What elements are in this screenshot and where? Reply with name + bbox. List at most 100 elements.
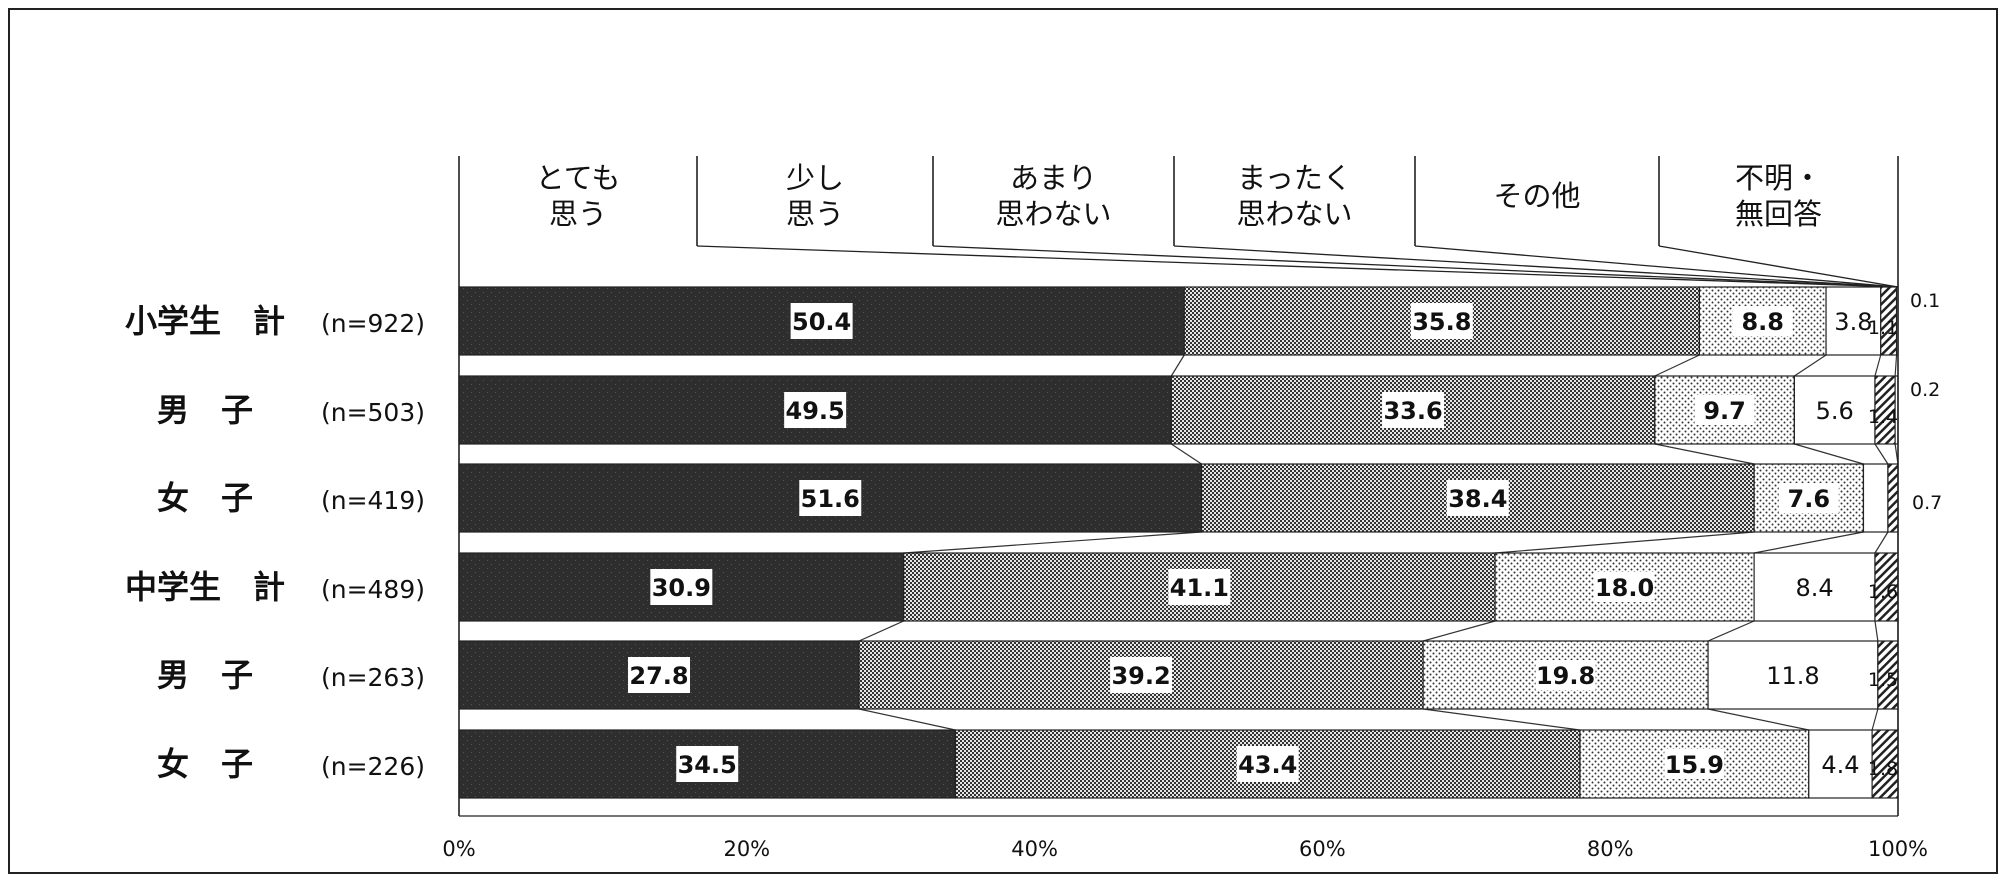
connector-line xyxy=(1753,531,1864,554)
legend-leader-line xyxy=(1414,245,1899,288)
legend-label: 思わない xyxy=(995,197,1111,231)
value-label-bg xyxy=(1168,569,1231,605)
bar-segment xyxy=(1579,729,1810,799)
connector-line xyxy=(858,708,956,731)
value-label: 27.8 xyxy=(629,662,688,690)
value-label-bg xyxy=(1664,749,1725,779)
legend-leader-line xyxy=(696,245,1899,288)
legend-leader-line xyxy=(1658,245,1899,288)
value-label-bg xyxy=(784,392,847,428)
category-n-label: (n=503) xyxy=(321,398,425,427)
value-label: 8.4 xyxy=(1795,574,1833,602)
connector-lines xyxy=(858,354,1899,731)
legend-leader-line xyxy=(932,245,1899,288)
legend-label: まったく xyxy=(1237,161,1352,195)
bar-segment xyxy=(1887,463,1899,533)
value-label: 39.2 xyxy=(1111,662,1170,690)
value-label-bg xyxy=(1778,483,1839,513)
value-label: 34.5 xyxy=(678,751,737,779)
category-n-label: (n=263) xyxy=(321,663,425,692)
outside-value-label: 0.1 xyxy=(1910,290,1940,312)
row-labels: 小学生 計 (n=922) 男 子 (n=503) 女 子 (n=419) 中学生 計 (n=… xyxy=(125,302,425,783)
value-label: 5.6 xyxy=(1816,397,1854,425)
connector-line xyxy=(1707,620,1755,642)
bar-segment xyxy=(1793,375,1876,445)
value-label-bg xyxy=(1594,572,1655,602)
value-label: 51.6 xyxy=(801,485,860,513)
connector-line xyxy=(1874,443,1889,465)
value-label-bg xyxy=(1732,306,1793,336)
value-label-bg xyxy=(1694,395,1755,425)
value-label: 38.4 xyxy=(1448,485,1507,513)
connector-line xyxy=(1874,531,1889,554)
category-n-label: (n=922) xyxy=(321,309,425,338)
bar-segment xyxy=(1825,286,1882,356)
legend-label: 思う xyxy=(549,197,607,231)
connector-line xyxy=(1170,354,1185,377)
connector-line xyxy=(1894,354,1898,377)
category-label: 男 子 xyxy=(157,391,253,429)
value-label-bg xyxy=(1535,660,1596,690)
x-tick-label: 20% xyxy=(723,837,770,861)
category-label: 小学生 計 xyxy=(125,302,285,340)
value-label: 41.1 xyxy=(1170,574,1229,602)
x-tick-label: 100% xyxy=(1868,837,1928,861)
legend-label: とても xyxy=(536,161,621,195)
connector-line xyxy=(1794,443,1864,465)
connector-line xyxy=(1170,443,1202,465)
value-label-bg xyxy=(676,746,739,782)
value-label: 50.4 xyxy=(792,308,851,336)
x-tick-label: 60% xyxy=(1299,837,1346,861)
value-label: 4.4 xyxy=(1821,751,1859,779)
chart-frame: とても 思う 少し 思う あまり 思わない まったく 思わない その他 不明・ 無回答 50.4 35… xyxy=(8,8,1998,874)
bar-segment xyxy=(1862,463,1889,533)
outside-value-label: 0.2 xyxy=(1910,379,1940,401)
value-label-bg xyxy=(628,657,691,693)
bar-segment xyxy=(1808,729,1873,799)
value-label: 18.0 xyxy=(1595,574,1654,602)
connector-line xyxy=(1422,620,1496,642)
value-label-bg xyxy=(1236,746,1299,782)
connector-line xyxy=(1874,620,1879,642)
legend-label: 思う xyxy=(786,197,844,231)
category-n-label: (n=489) xyxy=(321,575,425,604)
value-label-bg xyxy=(1382,392,1445,428)
value-label: 43.4 xyxy=(1238,751,1297,779)
value-label: 35.8 xyxy=(1412,308,1471,336)
outside-value-label: 1.5 xyxy=(1868,669,1898,691)
legend-label: その他 xyxy=(1493,179,1580,213)
category-label: 中学生 計 xyxy=(125,568,285,606)
x-axis: 0% 20% 40% 60% 80% 100% xyxy=(442,287,1928,861)
value-label-bg xyxy=(1110,657,1173,693)
legend-label: あまり xyxy=(1010,161,1097,195)
bar-segment xyxy=(1871,729,1899,799)
outside-value-label: 1.4 xyxy=(1868,406,1898,428)
bar-segment xyxy=(1707,640,1879,710)
category-label: 女 子 xyxy=(157,479,253,517)
outside-value-label: 1.1 xyxy=(1868,317,1898,339)
connector-line xyxy=(1871,708,1879,731)
connector-line xyxy=(903,531,1202,554)
connector-line xyxy=(1495,531,1755,554)
connector-line xyxy=(858,620,904,642)
value-label-bg xyxy=(790,303,853,339)
legend-label: 無回答 xyxy=(1735,197,1822,231)
x-tick-label: 40% xyxy=(1011,837,1058,861)
category-n-label: (n=226) xyxy=(321,752,425,781)
outside-value-label: 0.7 xyxy=(1912,492,1942,514)
connector-line xyxy=(1794,354,1827,377)
legend-label: 少し xyxy=(786,161,844,195)
connector-line xyxy=(1654,443,1755,465)
category-label: 女 子 xyxy=(157,745,253,783)
value-label: 19.8 xyxy=(1536,662,1595,690)
connector-line xyxy=(1874,354,1882,377)
value-label: 8.8 xyxy=(1741,308,1784,336)
value-label: 9.7 xyxy=(1703,397,1746,425)
connector-line xyxy=(1423,708,1581,731)
value-label: 7.6 xyxy=(1788,485,1831,513)
x-tick-label: 0% xyxy=(442,837,475,861)
value-label-bg xyxy=(1410,303,1473,339)
category-n-label: (n=419) xyxy=(321,486,425,515)
